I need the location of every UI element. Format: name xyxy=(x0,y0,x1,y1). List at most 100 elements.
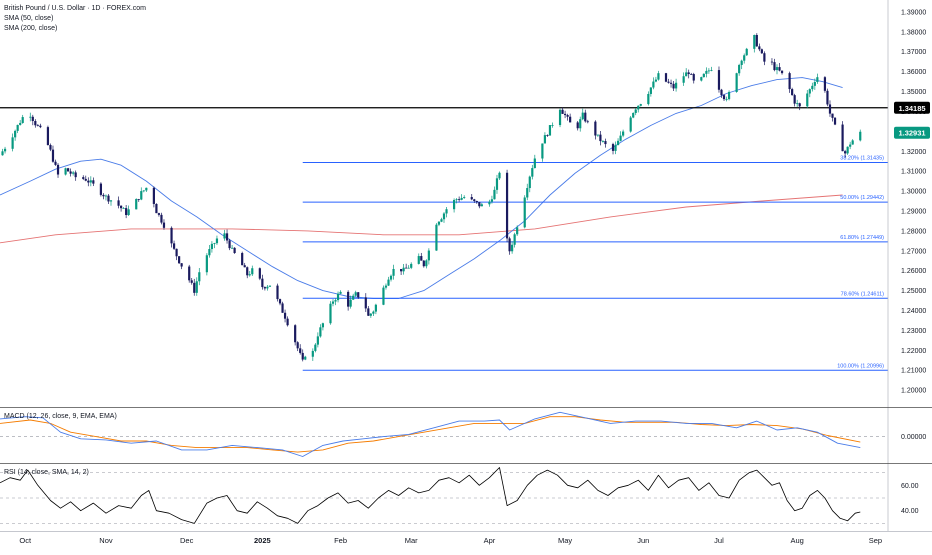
price-tick-label: 1.37000 xyxy=(901,49,926,56)
candle-up xyxy=(498,172,501,179)
candle-up xyxy=(382,287,385,305)
candle-up xyxy=(596,134,599,136)
candle-up xyxy=(389,275,393,280)
candle-down xyxy=(722,95,726,100)
candle-down xyxy=(664,73,668,82)
candle-up xyxy=(775,67,779,71)
candle-down xyxy=(566,115,569,117)
price-tick-label: 1.36000 xyxy=(901,69,926,76)
candle-down xyxy=(82,177,85,179)
price-pane[interactable]: 38.20% (1.31435) 50.00% (1.29442) 61.80% (… xyxy=(0,33,888,371)
candle-down xyxy=(793,95,796,104)
candle-up xyxy=(19,122,22,125)
candle-up xyxy=(331,301,335,304)
candle-up xyxy=(685,72,688,77)
candle-down xyxy=(788,73,791,90)
candle-up xyxy=(402,267,405,272)
candle-up xyxy=(528,176,531,189)
macd-pane[interactable] xyxy=(0,411,888,457)
candle-down xyxy=(74,172,77,178)
candle-up xyxy=(29,116,32,118)
candle-down xyxy=(286,318,289,326)
candle-down xyxy=(155,203,158,214)
candle-up xyxy=(526,188,529,198)
candle-up xyxy=(427,250,430,261)
candle-down xyxy=(125,208,128,216)
price-tick-label: 1.29000 xyxy=(901,208,926,215)
candle-up xyxy=(64,168,67,175)
sma200-line xyxy=(0,194,843,244)
candle-down xyxy=(569,116,572,123)
candle-down xyxy=(188,266,191,281)
time-tick-label: Nov xyxy=(99,536,113,545)
time-tick-label: Mar xyxy=(405,536,418,545)
candle-down xyxy=(720,89,723,96)
candle-up xyxy=(195,281,198,293)
candle-down xyxy=(823,77,827,91)
candle-up xyxy=(339,291,342,294)
candle-up xyxy=(392,268,395,276)
time-tick-label: May xyxy=(558,536,572,545)
candle-up xyxy=(551,125,554,126)
candle-down xyxy=(172,243,176,249)
candle-up xyxy=(725,99,728,100)
candle-up xyxy=(808,89,811,94)
candle-up xyxy=(11,137,14,149)
candle-up xyxy=(314,344,317,351)
macd-tick-label: 0.00000 xyxy=(901,434,926,441)
candle-up xyxy=(581,112,584,120)
fib-level-label: 78.60% (1.24611) xyxy=(841,291,884,297)
candle-up xyxy=(336,293,340,301)
candle-up xyxy=(654,79,658,82)
candle-down xyxy=(87,180,90,183)
rsi-tick-label: 60.00 xyxy=(901,483,919,490)
price-tick-label: 1.25000 xyxy=(901,288,926,295)
candle-up xyxy=(622,131,625,136)
candle-down xyxy=(46,127,50,146)
candle-up xyxy=(727,91,731,100)
candle-up xyxy=(632,112,635,118)
candle-up xyxy=(460,197,463,200)
chart-title: British Pound / U.S. Dollar · 1D · FOREX… xyxy=(4,5,146,12)
candle-up xyxy=(122,208,125,209)
candle-up xyxy=(442,213,446,220)
price-tick-label: 1.27000 xyxy=(901,248,926,255)
candle-down xyxy=(505,172,509,239)
rsi-pane[interactable] xyxy=(0,467,888,524)
candle-down xyxy=(54,161,57,165)
candle-up xyxy=(637,105,640,110)
candle-down xyxy=(190,280,193,283)
time-tick-label: 2025 xyxy=(254,536,271,545)
candle-up xyxy=(601,141,605,142)
candle-down xyxy=(152,187,155,204)
candle-down xyxy=(69,171,72,174)
candle-down xyxy=(755,34,758,47)
candle-down xyxy=(594,121,597,136)
candle-down xyxy=(357,292,360,298)
candle-up xyxy=(223,233,226,239)
candle-up xyxy=(710,70,713,71)
candle-up xyxy=(16,124,19,131)
candle-up xyxy=(205,255,208,273)
candle-up xyxy=(849,144,852,147)
candle-up xyxy=(738,64,741,74)
candle-up xyxy=(707,70,710,72)
candle-down xyxy=(763,53,766,62)
candle-up xyxy=(210,243,214,250)
candle-down xyxy=(584,112,587,122)
candle-down xyxy=(669,82,673,84)
candle-up xyxy=(516,227,519,235)
candle-up xyxy=(372,311,375,314)
candle-up xyxy=(674,82,678,89)
candle-up xyxy=(743,55,746,61)
candle-up xyxy=(452,199,456,210)
time-tick-label: Jul xyxy=(714,536,724,545)
candle-up xyxy=(311,350,314,357)
candle-down xyxy=(458,199,461,201)
candle-down xyxy=(475,200,478,203)
candle-up xyxy=(109,200,113,202)
candle-up xyxy=(21,117,24,123)
candle-down xyxy=(791,89,794,96)
